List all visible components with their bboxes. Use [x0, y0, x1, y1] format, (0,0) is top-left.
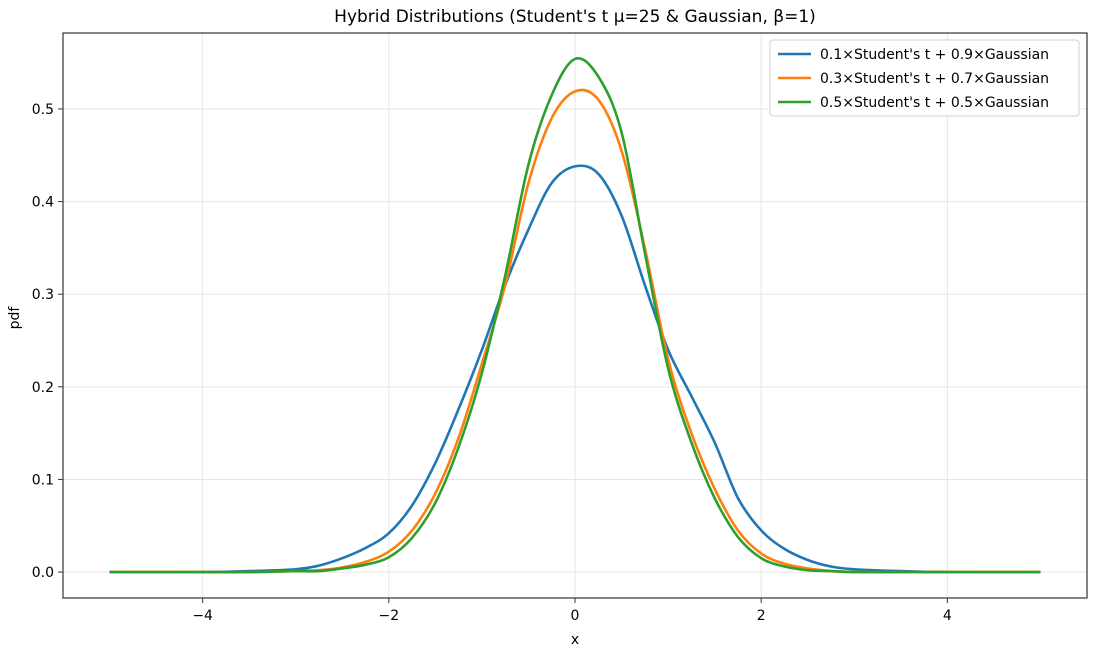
y-axis-label: pdf — [7, 306, 23, 330]
series-line-1 — [109, 164, 1041, 574]
series-line-3 — [109, 56, 1041, 574]
x-tick-label: −2 — [378, 608, 399, 624]
y-axis-ticks: 0.0 0.1 0.2 0.3 0.4 0.5 — [32, 102, 63, 581]
x-tick-label: 4 — [943, 608, 952, 624]
grid — [63, 33, 1087, 598]
plot-lines — [109, 56, 1041, 574]
y-tick-label: 0.1 — [32, 472, 54, 488]
legend: 0.1×Student's t + 0.9×Gaussian 0.3×Studen… — [769, 39, 1080, 117]
y-tick-label: 0.0 — [32, 565, 54, 581]
chart-title: Hybrid Distributions (Student's t μ=25 &… — [334, 7, 816, 27]
y-tick-label: 0.3 — [32, 287, 54, 303]
legend-label-1: 0.1×Student's t + 0.9×Gaussian — [820, 47, 1049, 63]
legend-box — [769, 39, 1080, 117]
x-tick-label: 0 — [571, 608, 580, 624]
x-tick-label: 2 — [757, 608, 766, 624]
legend-label-3: 0.5×Student's t + 0.5×Gaussian — [820, 95, 1049, 111]
x-axis-ticks: −4 −2 0 2 4 — [192, 598, 952, 624]
legend-label-2: 0.3×Student's t + 0.7×Gaussian — [820, 71, 1049, 87]
x-tick-label: −4 — [192, 608, 213, 624]
x-axis-label: x — [571, 632, 579, 648]
y-tick-label: 0.5 — [32, 102, 54, 118]
y-tick-label: 0.2 — [32, 380, 54, 396]
y-tick-label: 0.4 — [32, 195, 54, 211]
